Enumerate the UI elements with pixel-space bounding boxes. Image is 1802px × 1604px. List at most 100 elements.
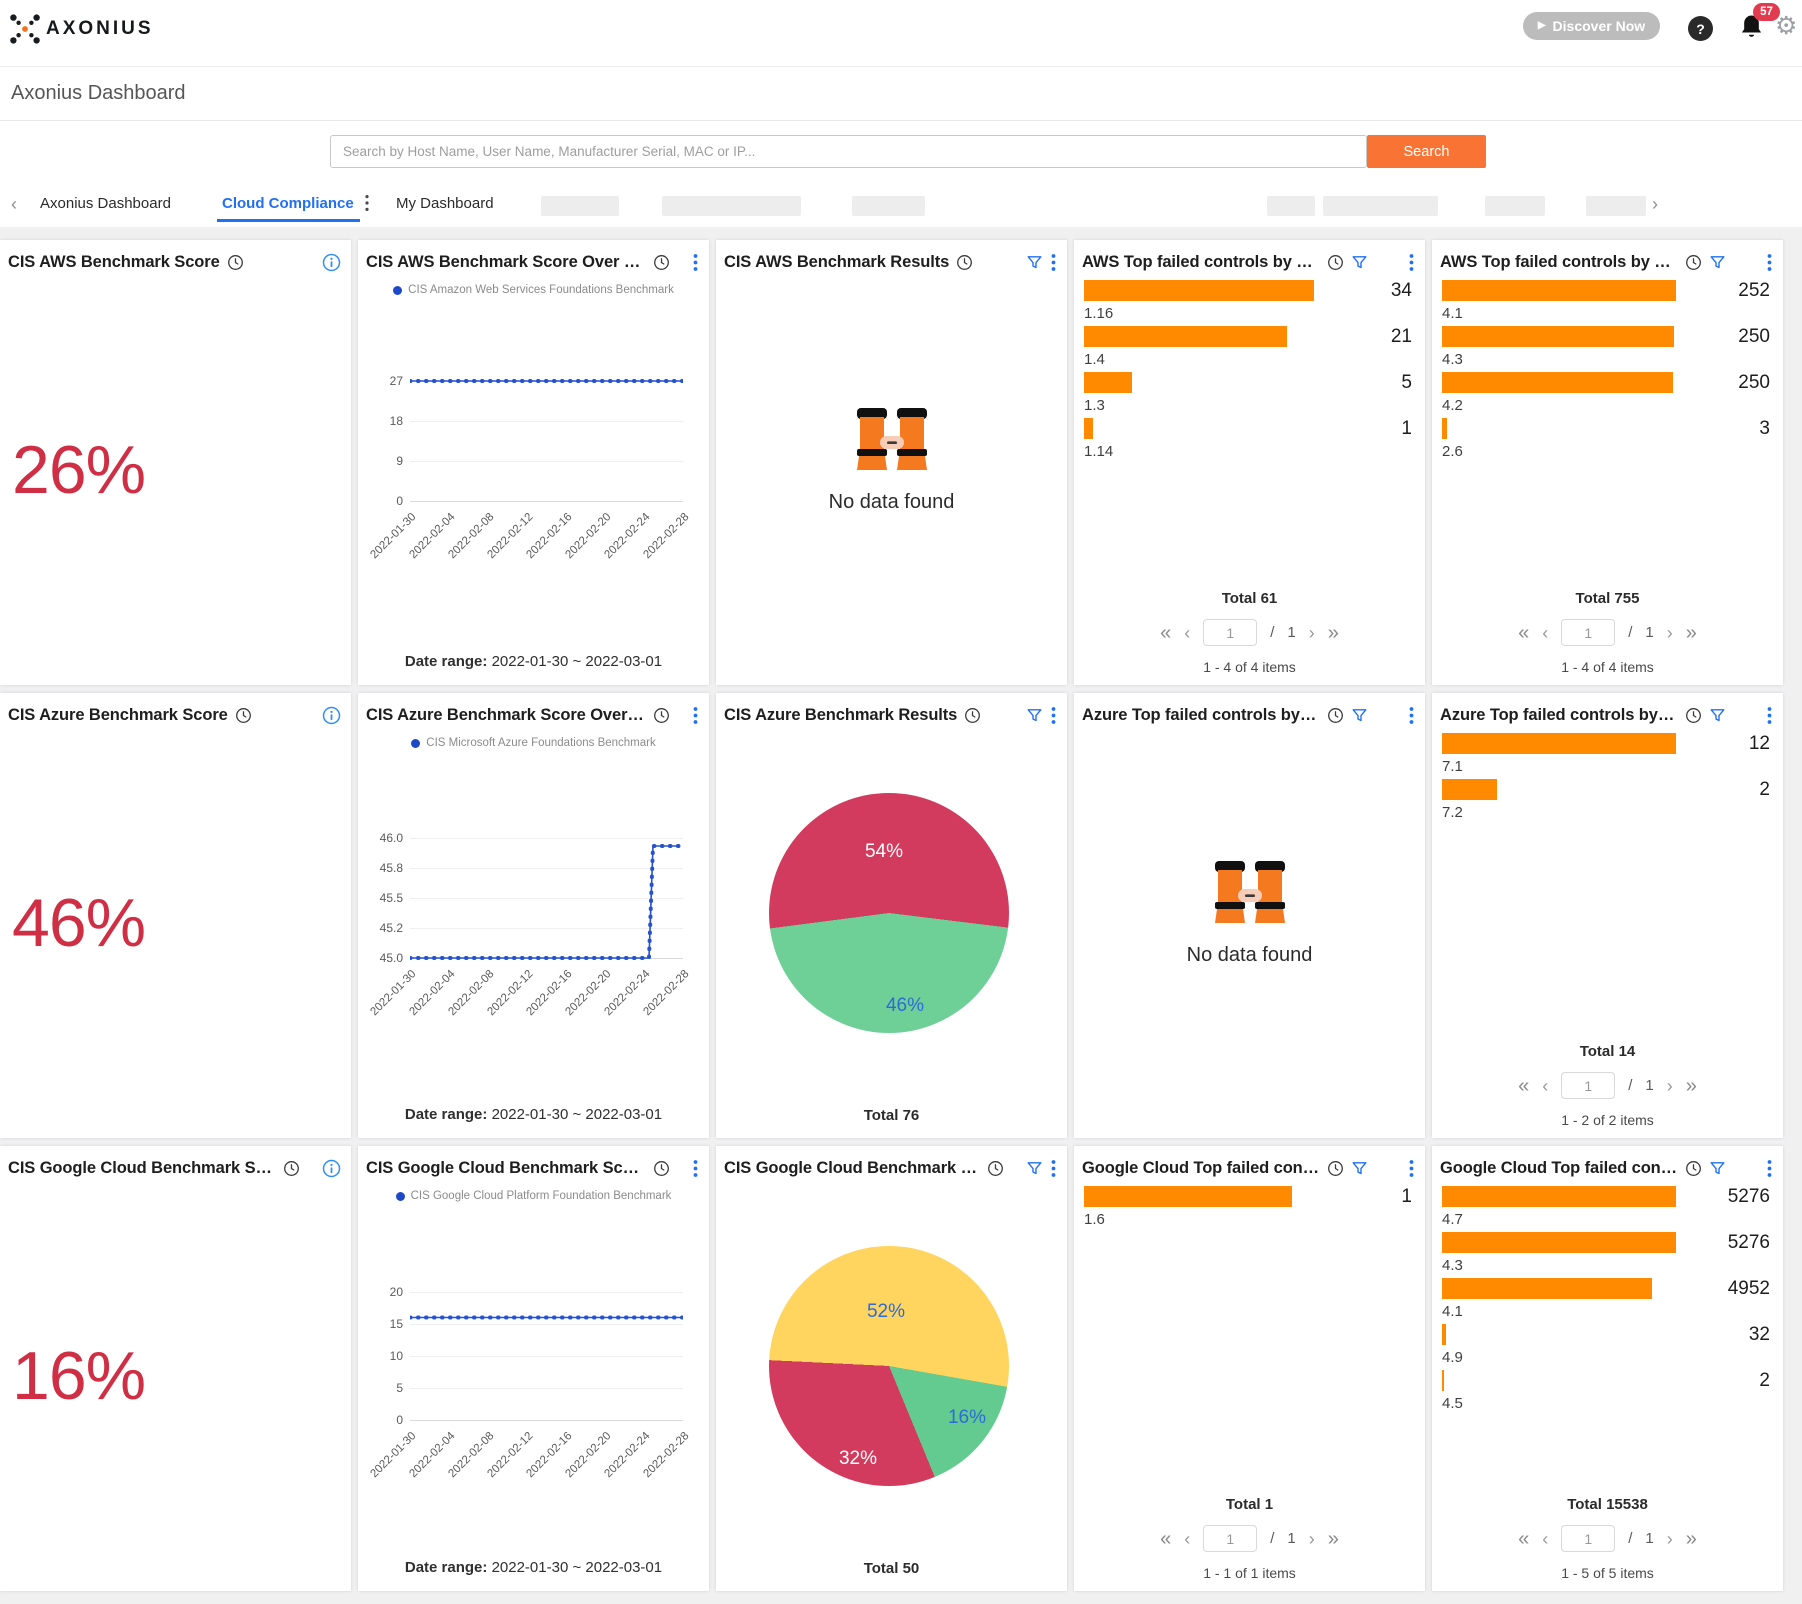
- chart-legend: CIS Microsoft Azure Foundations Benchmar…: [358, 737, 709, 749]
- card-cis-aws-benchmark-score-over-time: CIS AWS Benchmark Score Over Time CIS Am…: [358, 240, 709, 685]
- filter-icon[interactable]: [1026, 707, 1043, 724]
- prev-page-button[interactable]: ‹: [1542, 1528, 1549, 1549]
- card-aws-top-failed-controls-1: AWS Top failed controls by affect... 34 1…: [1074, 240, 1425, 685]
- bar[interactable]: [1442, 418, 1447, 439]
- bar[interactable]: [1442, 280, 1676, 301]
- filter-icon[interactable]: [1709, 1160, 1726, 1177]
- info-icon[interactable]: [322, 1159, 341, 1178]
- kebab-menu-icon[interactable]: [1408, 1159, 1415, 1178]
- bar[interactable]: [1442, 733, 1676, 754]
- filter-icon[interactable]: [1351, 707, 1368, 724]
- first-page-button[interactable]: «: [1518, 1074, 1530, 1097]
- bar[interactable]: [1084, 326, 1287, 347]
- tab-my-dashboard[interactable]: My Dashboard: [396, 195, 494, 212]
- next-page-button[interactable]: ›: [1666, 1528, 1673, 1549]
- filter-icon[interactable]: [1709, 254, 1726, 271]
- x-axis-tick-label: 2022-02-12: [485, 1430, 536, 1481]
- kebab-menu-icon[interactable]: [1766, 706, 1773, 725]
- search-button[interactable]: Search: [1367, 135, 1486, 168]
- bar[interactable]: [1442, 1232, 1676, 1253]
- first-page-button[interactable]: «: [1518, 621, 1530, 644]
- page-input[interactable]: [1203, 1525, 1258, 1552]
- tab-options-kebab-icon[interactable]: [364, 194, 370, 212]
- discover-now-button[interactable]: ▶ Discover Now: [1523, 12, 1660, 40]
- card-google-cloud-top-failed-controls-2: Google Cloud Top failed controls ... 527…: [1432, 1146, 1783, 1591]
- search-input[interactable]: [330, 135, 1367, 168]
- gridline: [410, 928, 683, 929]
- trend-line: [410, 844, 682, 960]
- kebab-menu-icon[interactable]: [692, 1159, 699, 1178]
- tab-cloud-compliance[interactable]: Cloud Compliance: [222, 195, 354, 212]
- prev-page-button[interactable]: ‹: [1542, 622, 1549, 643]
- kebab-menu-icon[interactable]: [1766, 253, 1773, 272]
- benchmark-score-value: 16%: [12, 1338, 146, 1414]
- bar[interactable]: [1442, 372, 1673, 393]
- last-page-button[interactable]: »: [1685, 1074, 1697, 1097]
- info-icon[interactable]: [322, 253, 341, 272]
- axonius-logo[interactable]: AXONIUS: [10, 13, 154, 45]
- bar[interactable]: [1442, 1370, 1444, 1391]
- filter-icon[interactable]: [1026, 1160, 1043, 1177]
- prev-page-button[interactable]: ‹: [1542, 1075, 1549, 1096]
- gridline: [410, 868, 683, 869]
- kebab-menu-icon[interactable]: [1050, 706, 1057, 725]
- clock-icon: [964, 707, 981, 724]
- last-page-button[interactable]: »: [1327, 621, 1339, 644]
- tabs-scroll-left-icon[interactable]: ‹: [11, 194, 17, 214]
- bar[interactable]: [1442, 1278, 1652, 1299]
- next-page-button[interactable]: ›: [1666, 622, 1673, 643]
- benchmark-score-value: 46%: [12, 885, 146, 961]
- prev-page-button[interactable]: ‹: [1184, 622, 1191, 643]
- pie-chart[interactable]: [769, 793, 1009, 1033]
- kebab-menu-icon[interactable]: [1050, 253, 1057, 272]
- page-input[interactable]: [1561, 1525, 1616, 1552]
- prev-page-button[interactable]: ‹: [1184, 1528, 1191, 1549]
- next-page-button[interactable]: ›: [1308, 1528, 1315, 1549]
- filter-icon[interactable]: [1709, 707, 1726, 724]
- bar[interactable]: [1442, 1324, 1446, 1345]
- settings-gear-icon[interactable]: ⚙: [1775, 12, 1798, 40]
- filter-icon[interactable]: [1351, 254, 1368, 271]
- first-page-button[interactable]: «: [1518, 1527, 1530, 1550]
- page-input[interactable]: [1203, 619, 1258, 646]
- pie-chart[interactable]: [769, 1246, 1009, 1486]
- kebab-menu-icon[interactable]: [692, 253, 699, 272]
- items-range: 1 - 4 of 4 items: [1561, 659, 1654, 675]
- x-axis-tick-label: 2022-01-30: [368, 511, 419, 562]
- first-page-button[interactable]: «: [1160, 621, 1172, 644]
- card-title: CIS AWS Benchmark Score: [8, 253, 220, 271]
- tab-axonius-dashboard[interactable]: Axonius Dashboard: [40, 195, 171, 212]
- notifications-button[interactable]: 57: [1740, 3, 1780, 41]
- help-button[interactable]: ?: [1688, 16, 1713, 41]
- filter-icon[interactable]: [1351, 1160, 1368, 1177]
- bar[interactable]: [1084, 372, 1132, 393]
- bar-label: 1.6: [1084, 1211, 1105, 1228]
- last-page-button[interactable]: »: [1685, 1527, 1697, 1550]
- filter-icon[interactable]: [1026, 254, 1043, 271]
- tabs-scroll-right-icon[interactable]: ›: [1652, 194, 1658, 214]
- page-input[interactable]: [1561, 1072, 1616, 1099]
- gridline: [410, 381, 683, 382]
- bar-chart: 252 4.1 250 4.3 250 4.2 3 2.6: [1442, 280, 1770, 540]
- bar[interactable]: [1084, 418, 1093, 439]
- page-input[interactable]: [1561, 619, 1616, 646]
- bar-value: 12: [1748, 733, 1770, 754]
- bar[interactable]: [1442, 1186, 1676, 1207]
- kebab-menu-icon[interactable]: [1766, 1159, 1773, 1178]
- kebab-menu-icon[interactable]: [1408, 253, 1415, 272]
- kebab-menu-icon[interactable]: [1050, 1159, 1057, 1178]
- kebab-menu-icon[interactable]: [692, 706, 699, 725]
- trend-line: [410, 379, 683, 383]
- next-page-button[interactable]: ›: [1666, 1075, 1673, 1096]
- info-icon[interactable]: [322, 706, 341, 725]
- bar[interactable]: [1442, 779, 1497, 800]
- last-page-button[interactable]: »: [1327, 1527, 1339, 1550]
- first-page-button[interactable]: «: [1160, 1527, 1172, 1550]
- bar[interactable]: [1442, 326, 1674, 347]
- bar[interactable]: [1084, 280, 1314, 301]
- x-axis-tick-label: 2022-02-04: [407, 511, 458, 562]
- last-page-button[interactable]: »: [1685, 621, 1697, 644]
- kebab-menu-icon[interactable]: [1408, 706, 1415, 725]
- bar[interactable]: [1084, 1186, 1292, 1207]
- next-page-button[interactable]: ›: [1308, 622, 1315, 643]
